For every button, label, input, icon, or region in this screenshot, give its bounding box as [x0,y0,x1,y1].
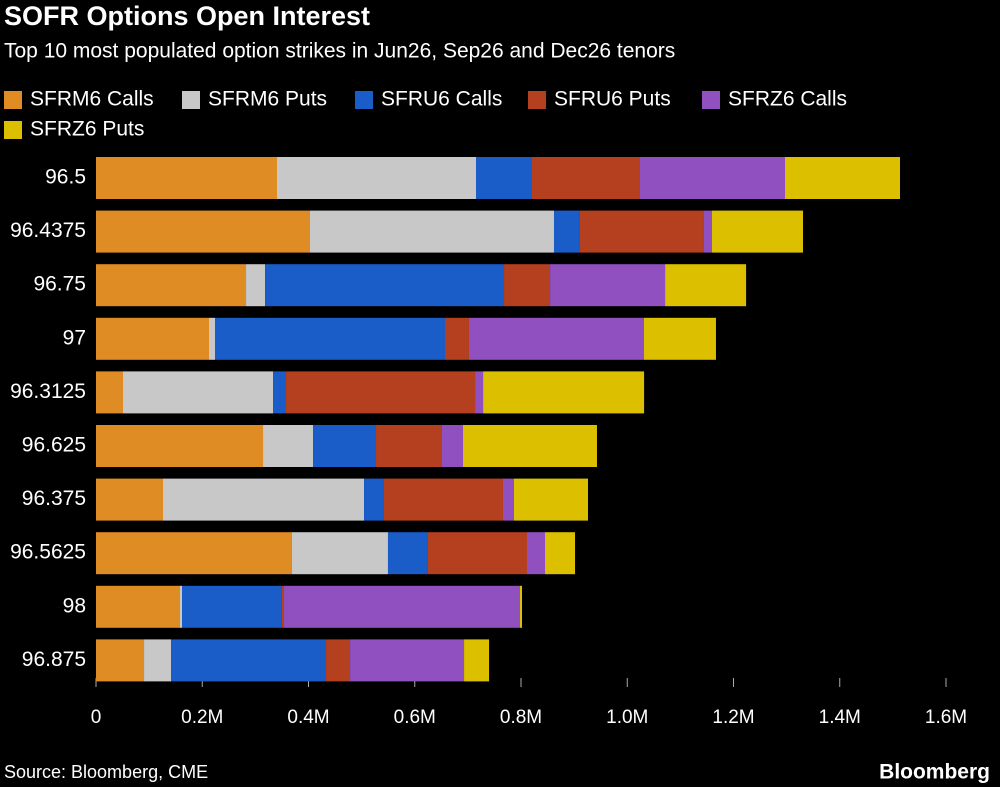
bar-segment [383,478,503,521]
bar-segment [550,264,666,307]
y-tick-label: 98 [63,594,86,617]
bar-segment [273,371,287,414]
bar-segment [545,532,576,575]
bar-segment [579,210,704,253]
legend-label: SFRU6 Calls [381,88,502,111]
bar-segment [519,585,523,628]
bar-segment [96,639,145,682]
bar-segment [427,532,528,575]
y-tick-label: 97 [63,326,86,349]
bar-segment [703,210,712,253]
bar-segment [527,532,546,575]
bar-segment [96,532,292,575]
y-tick-label: 96.875 [22,648,86,671]
y-tick-label: 96.4375 [10,219,86,242]
legend-swatch [182,91,200,109]
bar-segment [326,639,351,682]
bar-segment [483,371,645,414]
bar-segment [462,425,597,467]
bar-segment [309,210,554,253]
bar-segment [313,425,377,467]
bar-segment [442,425,463,467]
y-tick-label: 96.625 [22,434,86,457]
bar-segment [468,317,644,360]
bar-segment [179,585,183,628]
legend-label: SFRM6 Puts [208,88,327,111]
bar-segment [711,210,803,253]
bar-segment [387,532,428,575]
legend-label: SFRZ6 Puts [30,118,144,141]
x-tick-label: 1.4M [819,707,861,728]
bar-segment [96,425,264,467]
bar-segment [265,264,505,307]
source: Source: Bloomberg, CME [4,762,208,782]
bar-segment [96,264,247,307]
bar-segment [364,478,384,521]
y-tick-label: 96.5625 [10,541,86,564]
bar-segment [96,210,310,253]
legend-label: SFRM6 Calls [30,88,154,111]
bar-segment [350,639,465,682]
bar-segment [476,157,532,199]
bar-segment [96,585,180,628]
x-tick-label: 0.8M [500,707,542,728]
legend-label: SFRZ6 Calls [728,88,847,111]
bar-segment [502,478,514,521]
bar-segment [284,585,520,628]
y-tick-label: 96.75 [33,273,86,296]
bar-segment [263,425,314,467]
legend-swatch [4,121,22,139]
bar-segment [96,157,277,199]
bar-segment [553,210,580,253]
bar-segment [784,157,900,199]
bar-segment [171,639,327,682]
brand-logo: Bloomberg [879,761,990,784]
chart-title: SOFR Options Open Interest [4,1,370,31]
y-tick-label: 96.3125 [10,380,86,403]
x-tick-label: 1.0M [606,707,648,728]
x-tick-label: 0.6M [394,707,436,728]
legend-swatch [4,91,22,109]
x-tick-label: 1.6M [925,707,967,728]
legend-swatch [702,91,720,109]
bar-segment [208,317,215,360]
x-tick-label: 1.2M [712,707,754,728]
bar-segment [291,532,388,575]
bar-segment [464,639,490,682]
bar-segment [640,157,785,199]
bar-segment [122,371,274,414]
chart-subtitle: Top 10 most populated option strikes in … [4,40,675,63]
bar-segment [246,264,266,307]
x-tick-label: 0.2M [181,707,223,728]
bar-segment [144,639,172,682]
bar-segment [281,585,285,628]
bar-segment [531,157,640,199]
bar-segment [475,371,484,414]
y-tick-label: 96.375 [22,487,86,510]
bar-segment [96,371,123,414]
bar-segment [215,317,445,360]
bar-segment [376,425,443,467]
bar-segment [162,478,365,521]
bar-segment [444,317,469,360]
legend-swatch [528,91,546,109]
legend-label: SFRU6 Puts [554,88,671,111]
bar-segment [513,478,588,521]
bar-segment [96,478,163,521]
bar-segment [643,317,716,360]
bar-segment [276,157,477,199]
bar-segment [182,585,282,628]
legend-swatch [355,91,373,109]
x-tick-label: 0.4M [287,707,329,728]
bar-segment [96,317,209,360]
bar-segment [286,371,476,414]
bar-segment [665,264,747,307]
bar-segment [504,264,551,307]
x-tick-label: 0 [91,707,102,728]
y-tick-label: 96.5 [45,166,86,189]
